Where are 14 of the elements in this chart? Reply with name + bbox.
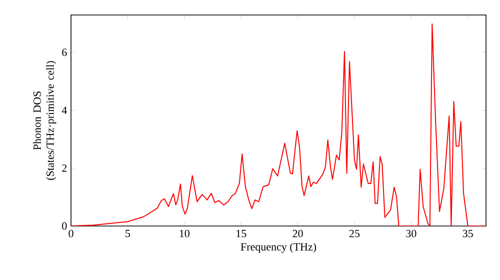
y-tick-label: 0 [62, 222, 67, 230]
x-tick-label: 10 [180, 230, 190, 238]
x-tick-label: 35 [462, 230, 473, 238]
x-tick-label: 0 [68, 230, 74, 238]
y-tick-label: 2 [62, 164, 67, 172]
x-tick-label: 15 [236, 230, 246, 238]
y-tick-label: 4 [62, 106, 67, 114]
x-tick-label: 30 [406, 230, 416, 238]
x-tick-label: 20 [292, 230, 303, 238]
x-tick-label: 25 [349, 230, 360, 238]
x-tick-label: 5 [126, 230, 130, 238]
y-axis-title: Phonon DOS (States/THz·primitive cell) [33, 61, 56, 180]
y-tick-label: 6 [62, 48, 67, 56]
x-axis-title: Frequency (THz) [240, 242, 316, 253]
